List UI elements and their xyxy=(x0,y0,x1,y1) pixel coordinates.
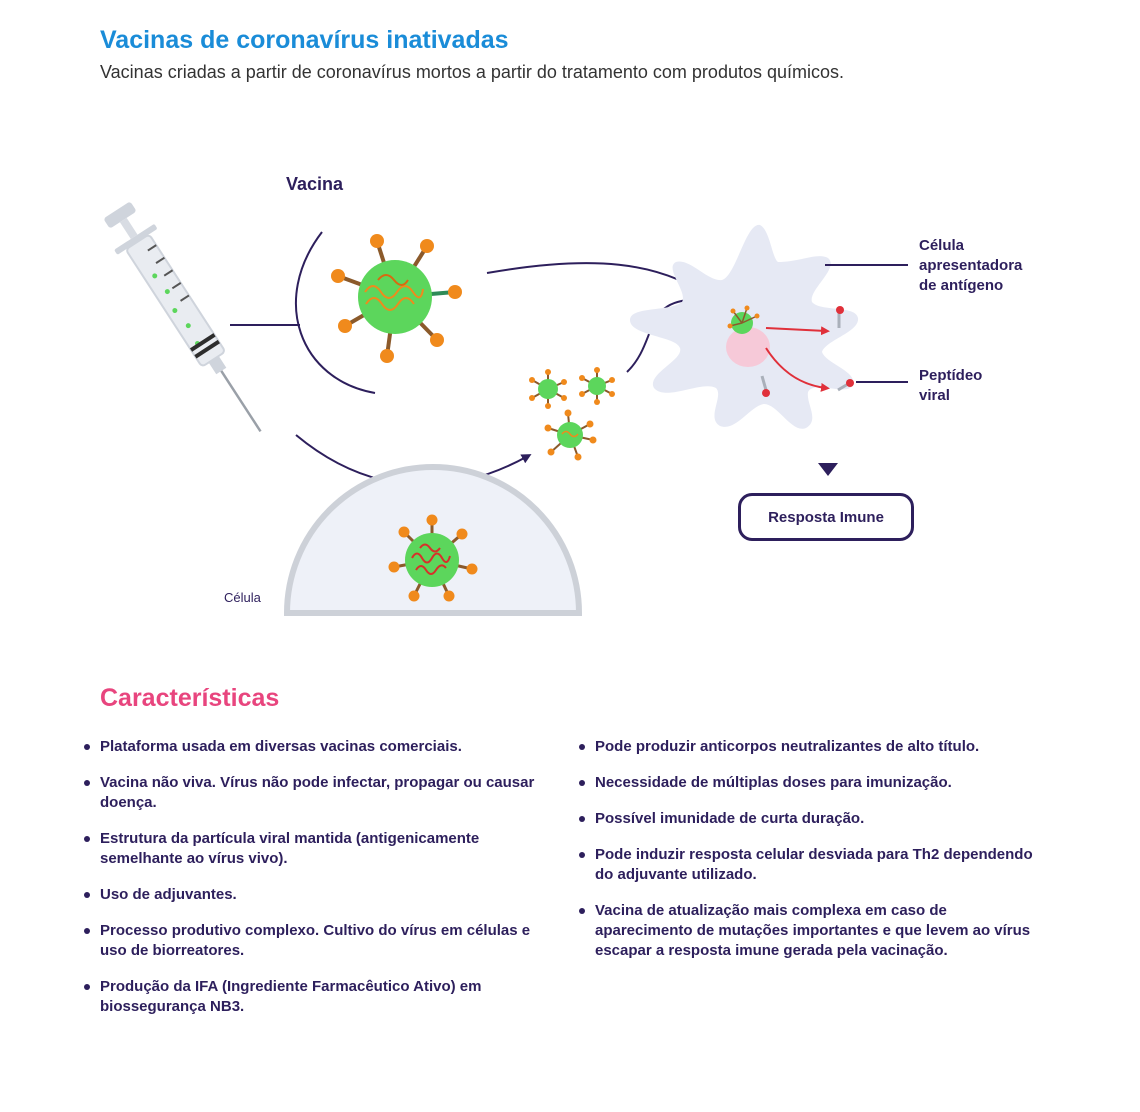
characteristics-left-list: Plataforma usada em diversas vacinas com… xyxy=(84,737,544,1033)
viral-peptide-icon xyxy=(760,375,770,397)
list-item: Possível imunidade de curta duração. xyxy=(579,809,1039,829)
bullet-icon xyxy=(579,852,585,858)
bullet-icon xyxy=(579,780,585,786)
list-item-text: Vacina de atualização mais complexa em c… xyxy=(595,902,1031,959)
list-item: Pode produzir anticorpos neutralizantes … xyxy=(579,737,1039,757)
bullet-icon xyxy=(84,928,90,934)
list-item-text: Vacina não viva. Vírus não pode infectar… xyxy=(100,774,535,811)
list-item-text: Possível imunidade de curta duração. xyxy=(595,810,865,827)
list-item-text: Processo produtivo complexo. Cultivo do … xyxy=(100,922,531,959)
characteristics-right-list: Pode produzir anticorpos neutralizantes … xyxy=(579,737,1039,977)
viral-peptide-icon xyxy=(837,379,854,392)
list-item: Uso de adjuvantes. xyxy=(84,885,544,905)
cell-label: Célula xyxy=(224,590,262,605)
bullet-icon xyxy=(579,816,585,822)
list-item-text: Produção da IFA (Ingrediente Farmacêutic… xyxy=(100,978,482,1015)
bullet-icon xyxy=(84,984,90,990)
list-item-text: Pode induzir resposta celular desviada p… xyxy=(595,846,1033,883)
peptide-label-line-2: viral xyxy=(919,387,950,404)
syringe-icon xyxy=(104,202,262,433)
peptide-label: Peptídeo viral xyxy=(919,367,987,404)
small-virus-icon xyxy=(544,409,597,461)
bullet-icon xyxy=(84,892,90,898)
apc-label-line-2: apresentadora xyxy=(919,257,1023,274)
small-virus-icon xyxy=(579,367,615,405)
down-arrow-icon xyxy=(818,463,838,476)
bullet-icon xyxy=(84,780,90,786)
list-item: Necessidade de múltiplas doses para imun… xyxy=(579,773,1039,793)
antigen-presenting-cell xyxy=(630,224,859,429)
list-item-text: Pode produzir anticorpos neutralizantes … xyxy=(595,738,980,755)
list-item-text: Necessidade de múltiplas doses para imun… xyxy=(595,774,952,791)
bullet-icon xyxy=(84,744,90,750)
list-item: Processo produtivo complexo. Cultivo do … xyxy=(84,921,544,961)
bullet-icon xyxy=(84,836,90,842)
list-item: Vacina não viva. Vírus não pode infectar… xyxy=(84,773,544,813)
apc-label-line-1: Célula xyxy=(919,237,965,254)
apc-label: Célula apresentadora de antígeno xyxy=(919,237,1027,294)
characteristics-title: Características xyxy=(100,684,280,712)
apc-label-line-3: de antígeno xyxy=(919,277,1003,294)
vaccine-label: Vacina xyxy=(286,174,344,194)
list-item: Pode induzir resposta celular desviada p… xyxy=(579,845,1039,885)
list-item-text: Uso de adjuvantes. xyxy=(100,886,237,903)
list-item-text: Estrutura da partícula viral mantida (an… xyxy=(100,830,480,867)
vaccine-diagram: Vacina xyxy=(104,174,1027,616)
list-item: Plataforma usada em diversas vacinas com… xyxy=(84,737,544,757)
small-virus-icon xyxy=(529,369,567,409)
inactivated-virus-icon xyxy=(331,234,462,363)
peptide-label-line-1: Peptídeo xyxy=(919,367,982,384)
list-item: Vacina de atualização mais complexa em c… xyxy=(579,901,1039,961)
page-subtitle: Vacinas criadas a partir de coronavírus … xyxy=(100,62,845,82)
virus-in-cell-icon xyxy=(388,514,478,602)
list-item: Produção da IFA (Ingrediente Farmacêutic… xyxy=(84,977,544,1017)
viral-peptide-icon xyxy=(836,306,844,328)
list-item-text: Plataforma usada em diversas vacinas com… xyxy=(100,738,462,755)
bullet-icon xyxy=(579,908,585,914)
bullet-icon xyxy=(579,744,585,750)
immune-response-box: Resposta Imune xyxy=(738,493,914,541)
list-item: Estrutura da partícula viral mantida (an… xyxy=(84,829,544,869)
page-title: Vacinas de coronavírus inativadas xyxy=(100,26,509,54)
